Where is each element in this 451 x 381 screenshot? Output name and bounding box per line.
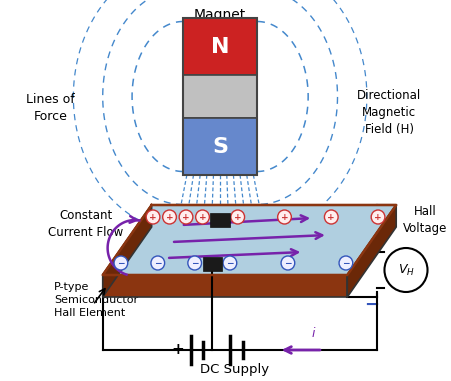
Text: −: −	[226, 258, 234, 267]
Circle shape	[281, 256, 295, 270]
Text: $V_H$: $V_H$	[397, 263, 414, 277]
Circle shape	[163, 210, 176, 224]
Circle shape	[151, 256, 165, 270]
Circle shape	[324, 210, 338, 224]
Text: Lines of
Force: Lines of Force	[27, 93, 75, 123]
Text: +: +	[374, 213, 382, 221]
Polygon shape	[103, 205, 152, 297]
Text: −: −	[342, 258, 350, 267]
Text: Constant
Current Flow: Constant Current Flow	[48, 209, 124, 239]
Text: −: −	[364, 296, 379, 314]
Text: +: +	[364, 222, 379, 240]
Text: Directional
Magnetic
Field (H): Directional Magnetic Field (H)	[357, 88, 422, 136]
Text: +: +	[182, 213, 190, 221]
Bar	[210, 213, 230, 227]
Text: N: N	[211, 37, 230, 56]
Circle shape	[196, 210, 209, 224]
Text: S: S	[212, 136, 228, 157]
Text: +: +	[149, 213, 157, 221]
Text: Hall
Voltage: Hall Voltage	[403, 205, 448, 235]
Text: +: +	[199, 213, 206, 221]
Circle shape	[278, 210, 291, 224]
Polygon shape	[103, 205, 396, 275]
Text: i: i	[311, 327, 315, 340]
Circle shape	[223, 256, 237, 270]
Text: +: +	[172, 343, 184, 357]
Text: Magnet: Magnet	[194, 8, 246, 22]
Circle shape	[384, 248, 428, 292]
Text: −: −	[209, 343, 221, 357]
Circle shape	[179, 210, 193, 224]
Text: +: +	[166, 213, 173, 221]
Polygon shape	[103, 275, 347, 297]
Text: +: +	[234, 213, 242, 221]
Bar	[202, 257, 222, 271]
Polygon shape	[347, 205, 396, 297]
Bar	[183, 118, 257, 175]
Bar	[183, 18, 257, 75]
Circle shape	[231, 210, 244, 224]
Bar	[183, 18, 257, 175]
Circle shape	[371, 210, 385, 224]
Text: +: +	[327, 213, 335, 221]
Text: P-type
Semiconductor
Hall Element: P-type Semiconductor Hall Element	[54, 282, 138, 318]
Text: −: −	[284, 258, 292, 267]
Text: DC Supply: DC Supply	[200, 363, 269, 376]
Circle shape	[188, 256, 202, 270]
Text: −: −	[191, 258, 198, 267]
Text: +: +	[281, 213, 288, 221]
Circle shape	[146, 210, 160, 224]
Text: −: −	[154, 258, 161, 267]
Bar	[183, 75, 257, 118]
Circle shape	[114, 256, 128, 270]
Text: −: −	[117, 258, 124, 267]
Circle shape	[339, 256, 353, 270]
